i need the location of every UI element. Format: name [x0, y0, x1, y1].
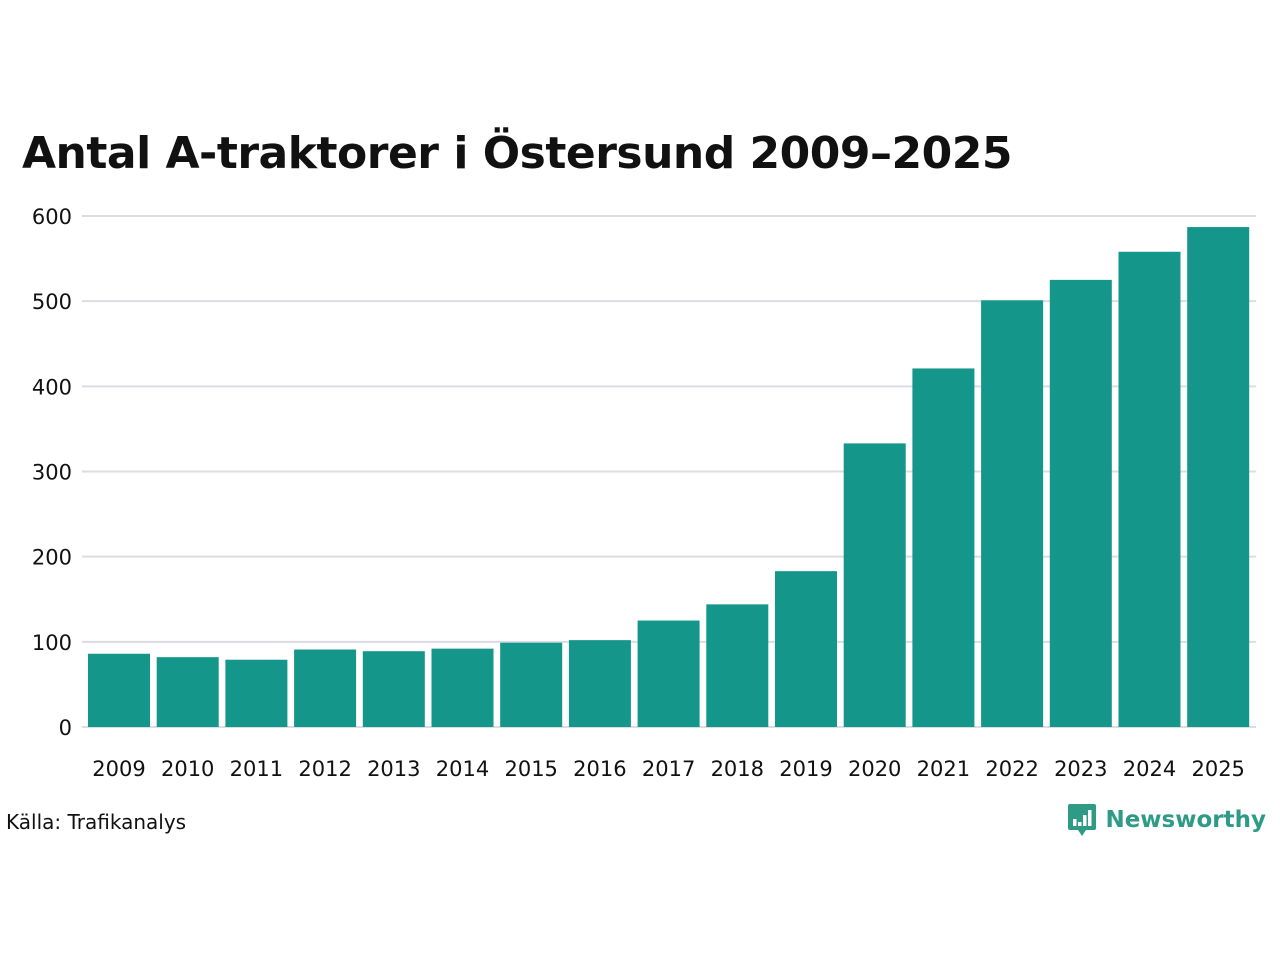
- source-label: Källa: Trafikanalys: [6, 810, 187, 834]
- bar-2010: [156, 657, 219, 727]
- bar-2025: [1187, 227, 1250, 728]
- y-tick-label: 200: [32, 546, 72, 570]
- bar-2016: [568, 640, 631, 727]
- x-tick-label: 2014: [436, 757, 489, 781]
- x-tick-label: 2017: [642, 757, 695, 781]
- bar-2020: [843, 443, 906, 727]
- bar-2018: [706, 604, 769, 727]
- y-tick-label: 400: [32, 375, 72, 399]
- bar-2024: [1118, 251, 1181, 727]
- bar-2019: [775, 571, 837, 727]
- x-tick-label: 2025: [1191, 757, 1244, 781]
- bar-2013: [362, 651, 425, 727]
- bars: [88, 227, 1250, 728]
- x-tick-label: 2012: [298, 757, 351, 781]
- bar-2011: [225, 659, 288, 727]
- x-axis-ticks: 2009 2010 2011 2012 2013 2014 2015 2016 2017 2018…: [92, 757, 1245, 781]
- x-tick-label: 2018: [711, 757, 764, 781]
- brand-name: Newsworthy: [1105, 807, 1266, 833]
- bar-2014: [431, 648, 494, 727]
- bar-2012: [294, 649, 357, 727]
- bar-2017: [637, 620, 700, 727]
- bar-2022: [981, 300, 1044, 727]
- bar-2009: [88, 653, 150, 727]
- x-tick-label: 2016: [573, 757, 626, 781]
- bar-2021: [912, 368, 975, 727]
- x-tick-label: 2010: [161, 757, 214, 781]
- x-tick-label: 2011: [230, 757, 283, 781]
- y-axis-ticks: 0 100 200 300 400 500 600: [32, 205, 72, 740]
- x-tick-label: 2021: [917, 757, 970, 781]
- x-tick-label: 2015: [504, 757, 557, 781]
- x-tick-label: 2022: [985, 757, 1038, 781]
- x-tick-label: 2024: [1123, 757, 1176, 781]
- x-tick-label: 2013: [367, 757, 420, 781]
- x-tick-label: 2019: [779, 757, 832, 781]
- y-tick-label: 300: [32, 461, 72, 485]
- y-tick-label: 100: [32, 631, 72, 655]
- y-tick-label: 500: [32, 290, 72, 314]
- bar-2015: [500, 642, 563, 727]
- x-tick-label: 2023: [1054, 757, 1107, 781]
- bar-chart: 0 100 200 300 400 500 600 2009 2010 2011 2012 2013…: [32, 205, 1256, 781]
- y-tick-label: 0: [59, 716, 72, 740]
- x-tick-label: 2009: [92, 757, 145, 781]
- y-tick-label: 600: [32, 205, 72, 229]
- brand: Newsworthy: [1067, 802, 1266, 838]
- chart-title: Antal A-traktorer i Östersund 2009–2025: [22, 128, 1012, 179]
- x-tick-label: 2020: [848, 757, 901, 781]
- newsworthy-logo-icon: [1068, 804, 1097, 836]
- bar-2023: [1049, 279, 1112, 727]
